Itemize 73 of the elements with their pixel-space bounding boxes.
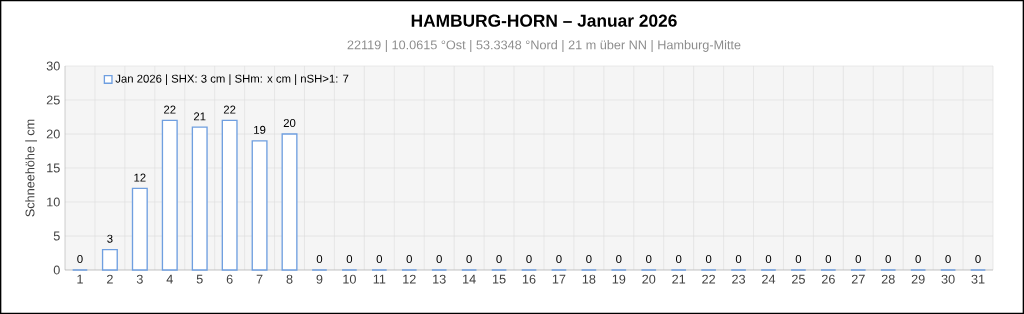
data-label: 0: [346, 255, 353, 264]
x-tick-label: 26: [821, 274, 835, 284]
data-label: 0: [735, 255, 742, 264]
chart-title: HAMBURG-HORN – Januar 2026: [411, 14, 677, 27]
data-label: 0: [795, 255, 802, 264]
x-tick-label: 5: [196, 274, 203, 284]
data-label: 0: [556, 255, 562, 264]
data-label: 0: [945, 255, 951, 264]
data-label: 0: [496, 255, 502, 264]
x-tick-label: 7: [256, 274, 263, 284]
y-tick-label: 15: [47, 163, 60, 173]
data-label: 0: [77, 255, 83, 264]
x-tick-label: 25: [792, 274, 805, 284]
x-tick-label: 2: [107, 274, 113, 284]
data-label: 19: [254, 125, 266, 134]
x-tick-label: 15: [492, 274, 506, 284]
data-label: 0: [705, 255, 712, 264]
x-tick-label: 22: [702, 274, 716, 284]
y-tick-label: 20: [46, 129, 60, 139]
data-label: 0: [436, 255, 442, 264]
x-tick-label: 18: [582, 274, 596, 284]
x-tick-label: 12: [403, 274, 416, 284]
data-label: 20: [283, 119, 296, 128]
data-label: 0: [646, 255, 652, 264]
data-label: 0: [825, 255, 832, 264]
data-label: 0: [855, 255, 861, 264]
y-tick-label: 0: [53, 265, 60, 275]
data-label: 21: [193, 112, 206, 121]
data-label: 22: [223, 105, 236, 114]
y-tick-label: 30: [46, 61, 60, 71]
x-tick-label: 11: [373, 274, 386, 284]
data-label: 12: [134, 173, 146, 182]
x-tick-label: 30: [941, 274, 955, 284]
x-tick-label: 13: [433, 274, 446, 284]
data-label: 3: [107, 234, 113, 243]
data-label: 0: [316, 255, 323, 264]
x-tick-label: 4: [166, 274, 173, 284]
data-label: 0: [616, 255, 622, 264]
data-label: 0: [675, 255, 682, 264]
data-label: 0: [975, 255, 981, 264]
x-tick-label: 14: [463, 274, 476, 284]
x-tick-label: 3: [136, 274, 143, 284]
data-label: 0: [466, 255, 472, 264]
x-tick-label: 10: [343, 274, 356, 284]
x-tick-label: 20: [642, 274, 656, 284]
x-tick-label: 6: [226, 274, 233, 284]
x-tick-label: 29: [911, 274, 925, 284]
y-axis-title: Schneehöhe | cm: [25, 119, 38, 217]
legend-label: Jan 2026 | SHX: 3 cm | SHm: x cm | nSH>1: 7: [115, 74, 349, 85]
data-label: 0: [586, 255, 592, 264]
data-label: 0: [765, 255, 772, 264]
x-tick-label: 16: [522, 274, 536, 284]
data-label: 22: [164, 105, 176, 114]
y-tick-label: 25: [46, 95, 60, 105]
x-tick-label: 23: [732, 274, 746, 284]
x-tick-label: 19: [612, 274, 626, 284]
x-tick-label: 21: [672, 274, 686, 284]
x-tick-label: 24: [762, 274, 776, 284]
x-tick-label: 27: [851, 274, 865, 284]
x-tick-label: 31: [971, 274, 985, 284]
x-tick-label: 9: [316, 274, 323, 284]
y-tick-label: 5: [53, 231, 60, 241]
x-tick-label: 28: [881, 274, 895, 284]
data-label: 0: [406, 255, 412, 264]
data-label: 0: [526, 255, 532, 264]
x-tick-label: 17: [552, 274, 566, 284]
data-label: 0: [885, 255, 891, 264]
data-label: 0: [915, 255, 921, 264]
x-tick-label: 1: [77, 274, 83, 284]
chart-subtitle: 22119 | 10.0615 °Ost | 53.3348 °Nord | 21 m über NN | Hamburg-Mitte: [347, 40, 741, 52]
y-tick-label: 10: [47, 197, 60, 207]
x-tick-label: 8: [286, 274, 293, 284]
data-label: 0: [376, 255, 383, 264]
